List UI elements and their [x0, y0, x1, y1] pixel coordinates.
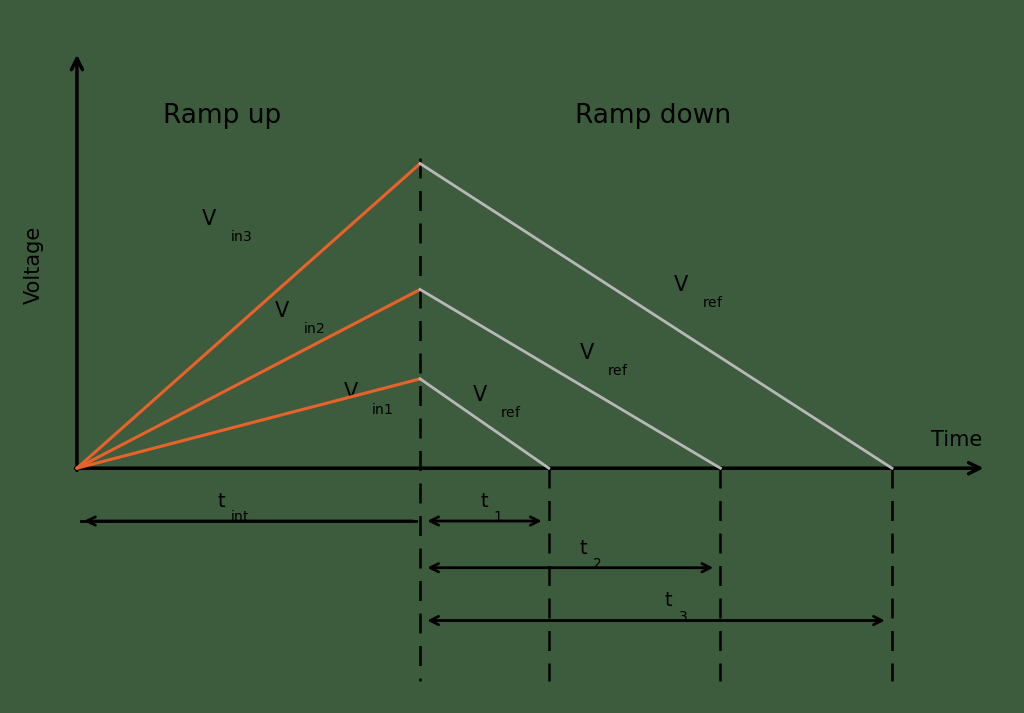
Text: $\mathregular{V}$: $\mathregular{V}$	[579, 344, 595, 364]
Text: $\mathregular{ref}$: $\mathregular{ref}$	[607, 363, 629, 378]
Text: $\mathregular{1}$: $\mathregular{1}$	[494, 510, 503, 524]
Text: $\mathregular{V}$: $\mathregular{V}$	[343, 382, 359, 402]
Text: $\mathregular{t}$: $\mathregular{t}$	[665, 591, 674, 610]
Text: $\mathregular{2}$: $\mathregular{2}$	[592, 557, 601, 570]
Text: Ramp up: Ramp up	[163, 103, 281, 128]
Text: Voltage: Voltage	[24, 226, 44, 304]
Text: Ramp down: Ramp down	[574, 103, 731, 128]
Text: $\mathregular{ref}$: $\mathregular{ref}$	[701, 295, 723, 310]
Text: $\mathregular{V}$: $\mathregular{V}$	[673, 275, 689, 295]
Text: $\mathregular{in1}$: $\mathregular{in1}$	[372, 402, 393, 417]
Text: Time: Time	[931, 430, 982, 450]
Text: $\mathregular{int}$: $\mathregular{int}$	[230, 509, 250, 524]
Text: $\mathregular{t}$: $\mathregular{t}$	[480, 492, 489, 511]
Text: $\mathregular{t}$: $\mathregular{t}$	[579, 538, 588, 558]
Text: $\mathregular{in2}$: $\mathregular{in2}$	[302, 321, 325, 336]
Text: $\mathregular{in3}$: $\mathregular{in3}$	[229, 229, 252, 244]
Text: $\mathregular{t}$: $\mathregular{t}$	[216, 492, 225, 511]
Text: $\mathregular{V}$: $\mathregular{V}$	[472, 385, 487, 405]
Text: $\mathregular{V}$: $\mathregular{V}$	[274, 301, 291, 321]
Text: $\mathregular{V}$: $\mathregular{V}$	[202, 210, 217, 230]
Text: $\mathregular{3}$: $\mathregular{3}$	[678, 610, 687, 624]
Text: $\mathregular{ref}$: $\mathregular{ref}$	[500, 405, 521, 420]
